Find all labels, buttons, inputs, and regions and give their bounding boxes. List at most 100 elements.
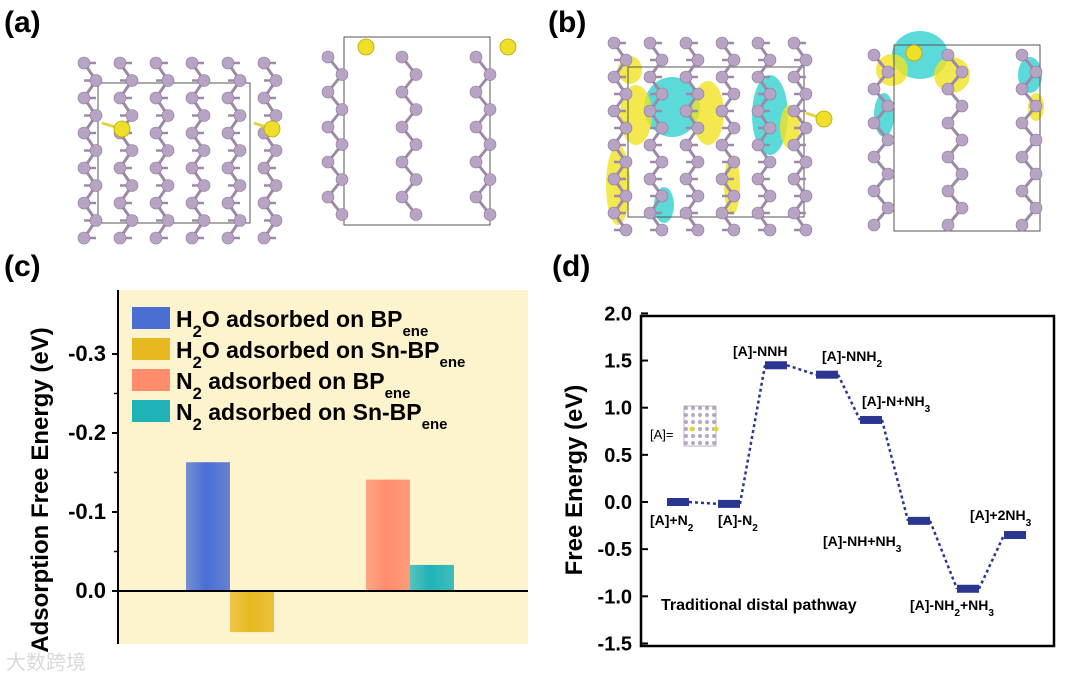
- adsorption-bar-chart: Adsorption Free Energy (eV) H2O adsorbed…: [27, 290, 528, 653]
- atom: [395, 50, 409, 64]
- atom: [409, 68, 423, 81]
- atom: [684, 427, 688, 431]
- panel-label-c: (c): [4, 250, 41, 283]
- atom: [643, 104, 657, 118]
- sn-atom: [499, 38, 517, 56]
- connector: [738, 365, 767, 505]
- sn-atom: [113, 120, 131, 138]
- atom: [409, 208, 423, 221]
- structure-inset: [683, 405, 719, 447]
- energy-level: [908, 516, 930, 525]
- atom: [787, 172, 801, 186]
- atom: [321, 155, 335, 169]
- atom: [679, 172, 693, 186]
- atom: [161, 214, 175, 227]
- atom: [679, 36, 693, 50]
- plot-frame: [639, 314, 1056, 648]
- bars: [186, 462, 454, 633]
- atom: [89, 179, 103, 192]
- atom: [221, 196, 235, 210]
- atom: [149, 231, 163, 245]
- connector: [688, 500, 719, 506]
- atom: [619, 121, 633, 135]
- step-label: [A]+N2: [650, 512, 694, 534]
- atom: [715, 138, 729, 152]
- atom: [233, 109, 247, 122]
- atom: [763, 87, 777, 101]
- atom: [125, 144, 139, 157]
- atom: [221, 91, 235, 105]
- atom: [763, 155, 777, 169]
- atom: [955, 65, 969, 79]
- sn-atom: [713, 426, 719, 432]
- y-tick-label: 0.5: [604, 445, 632, 467]
- atom: [799, 155, 813, 169]
- atom: [269, 144, 283, 157]
- legend-entry: N2 adsorbed on Sn-BPene: [176, 399, 447, 434]
- atom: [1029, 167, 1043, 181]
- legend-swatch: [132, 400, 170, 422]
- y-axis-ticks: -0.3 -0.2 -0.1 0.0: [68, 341, 118, 603]
- atom: [221, 161, 235, 175]
- atom: [655, 121, 669, 135]
- atom: [655, 87, 669, 101]
- legend-swatch: [132, 307, 170, 329]
- atom: [684, 413, 688, 417]
- a-equals-label: [A]=: [650, 427, 674, 442]
- free-energy-diagram: Free Energy (eV) 2.0 1.5 1.0 0.5 0.0 -0.5 -1.0…: [561, 303, 1056, 655]
- watermark: 大数跨境: [6, 652, 86, 674]
- atom: [469, 155, 483, 169]
- atom: [113, 231, 127, 245]
- y-tick-label: -1.0: [598, 586, 632, 608]
- atom: [1015, 218, 1029, 232]
- atom: [395, 85, 409, 99]
- atom: [691, 87, 705, 101]
- y-tick-label: -0.5: [598, 539, 632, 561]
- atom: [799, 87, 813, 101]
- atom: [727, 53, 741, 67]
- atom: [185, 91, 199, 105]
- atom: [691, 413, 695, 417]
- atom: [691, 155, 705, 169]
- atom: [799, 223, 813, 237]
- atom: [619, 53, 633, 67]
- atom: [643, 36, 657, 50]
- panel-label-b: (b): [548, 6, 587, 39]
- atom: [715, 104, 729, 118]
- atom: [257, 56, 271, 70]
- connector: [880, 419, 910, 522]
- atom: [941, 82, 955, 96]
- atom: [787, 138, 801, 152]
- atom: [643, 206, 657, 220]
- atom: [149, 91, 163, 105]
- atom: [941, 218, 955, 232]
- y-tick-label: -1.5: [598, 633, 632, 655]
- atom: [698, 427, 702, 431]
- atom: [643, 70, 657, 84]
- atom: [787, 104, 801, 118]
- atom: [619, 87, 633, 101]
- y-tick-label: 0.0: [75, 578, 106, 603]
- atom: [691, 121, 705, 135]
- atom: [751, 206, 765, 220]
- legend-entry: N2 adsorbed on BPene: [176, 368, 410, 403]
- atom: [233, 179, 247, 192]
- atom: [691, 441, 695, 445]
- atom: [698, 441, 702, 445]
- atom: [698, 420, 702, 424]
- atom: [712, 406, 716, 410]
- atom: [77, 126, 91, 140]
- atom: [763, 189, 777, 203]
- connector: [786, 364, 817, 376]
- atom: [751, 104, 765, 118]
- energy-path: [667, 361, 1026, 593]
- atom: [705, 420, 709, 424]
- atom: [321, 190, 335, 204]
- atom: [787, 70, 801, 84]
- atom: [1029, 133, 1043, 147]
- atom: [799, 121, 813, 135]
- atom: [712, 434, 716, 438]
- atom: [643, 172, 657, 186]
- atom: [763, 53, 777, 67]
- energy-level: [667, 498, 689, 506]
